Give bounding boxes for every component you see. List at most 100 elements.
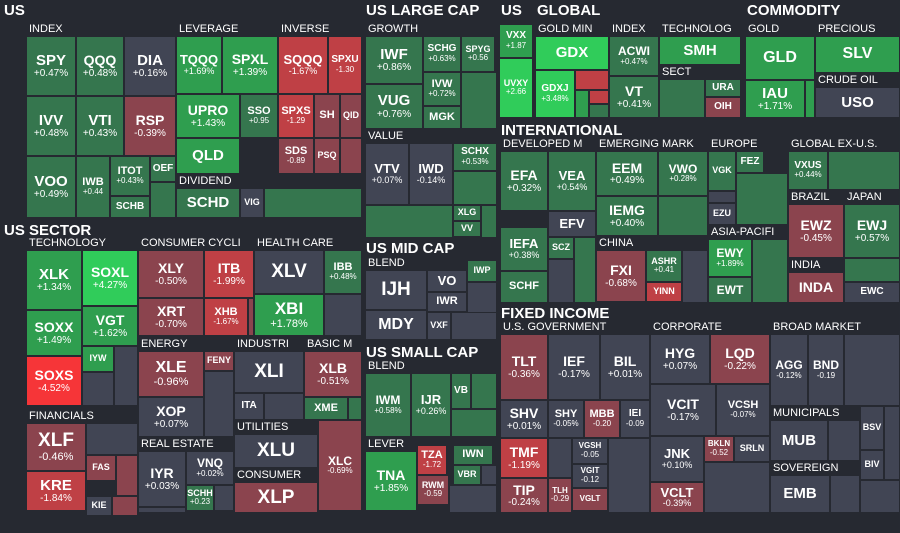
tile-ewt[interactable]: EWT	[708, 277, 752, 303]
tile-vxf[interactable]: VXF	[427, 312, 451, 340]
tile-vwo[interactable]: VWO +0.28%	[658, 151, 708, 196]
tile-jnk[interactable]: JNK +0.10%	[650, 436, 704, 482]
tile-ewj[interactable]: EWJ +0.57%	[844, 204, 900, 258]
tile-iwf[interactable]: IWF +0.86%	[365, 36, 423, 84]
tile-vgit[interactable]: VGIT -0.12	[572, 464, 608, 488]
tile-ibb[interactable]: IBB +0.48%	[324, 250, 362, 294]
tile-iemg[interactable]: IEMG +0.40%	[596, 196, 658, 236]
tile-ief[interactable]: IEF -0.17%	[548, 334, 600, 400]
tile-gdxj[interactable]: GDXJ +3.48%	[535, 70, 575, 118]
tile-psq[interactable]: PSQ	[314, 138, 340, 174]
tile-iyr[interactable]: IYR +0.03%	[138, 451, 186, 507]
tile-emb[interactable]: EMB	[770, 475, 830, 513]
tile-hyg[interactable]: HYG +0.07%	[650, 334, 710, 384]
tile-voo[interactable]: VOO +0.49%	[26, 156, 76, 218]
tile-vea[interactable]: VEA +0.54%	[548, 151, 596, 211]
tile-scz[interactable]: SCZ	[548, 237, 574, 259]
tile-shv[interactable]: SHV +0.01%	[500, 400, 548, 438]
tile-inda[interactable]: INDA	[788, 272, 844, 303]
tile-vig[interactable]: VIG	[240, 188, 264, 218]
tile-mbb[interactable]: MBB -0.20	[584, 400, 620, 438]
tile-xlp[interactable]: XLP	[234, 482, 318, 513]
tile-vt[interactable]: VT +0.41%	[609, 76, 659, 118]
tile-soxs[interactable]: SOXS -4.52%	[26, 356, 82, 406]
tile-dia[interactable]: DIA +0.16%	[124, 36, 176, 96]
tile-xlc[interactable]: XLC -0.69%	[318, 420, 362, 511]
tile-xlv[interactable]: XLV	[254, 250, 324, 294]
tile-spxl[interactable]: SPXL +1.39%	[222, 36, 278, 94]
tile-sh[interactable]: SH	[314, 94, 340, 138]
tile-oih[interactable]: OIH	[705, 97, 741, 118]
tile-bil[interactable]: BIL +0.01%	[600, 334, 650, 400]
tile-ezu[interactable]: EZU	[708, 203, 736, 225]
tile-vo[interactable]: VO	[427, 270, 467, 292]
tile-gdx[interactable]: GDX	[535, 36, 609, 70]
tile-iwr[interactable]: IWR	[427, 292, 467, 312]
tile-ijh[interactable]: IJH	[365, 270, 427, 310]
tile-soxl[interactable]: SOXL +4.27%	[82, 250, 138, 306]
tile-xop[interactable]: XOP +0.07%	[138, 397, 204, 437]
tile-spxs[interactable]: SPXS -1.29	[278, 94, 314, 138]
tile-ivw[interactable]: IVW +0.72%	[423, 72, 461, 106]
tile-tmf[interactable]: TMF -1.19%	[500, 438, 548, 478]
tile-schb[interactable]: SCHB	[110, 196, 150, 218]
tile-tip[interactable]: TIP -0.24%	[500, 478, 548, 513]
tile-ura[interactable]: URA	[705, 79, 741, 97]
tile-xle[interactable]: XLE -0.96%	[138, 351, 204, 397]
tile-schd[interactable]: SCHD	[176, 188, 240, 218]
tile-vv[interactable]: VV	[453, 221, 481, 237]
tile-iyw[interactable]: IYW	[82, 346, 114, 372]
tile-bkln[interactable]: BKLN -0.52	[704, 436, 734, 462]
tile-fez[interactable]: FEZ	[736, 151, 764, 173]
tile-eem[interactable]: EEM +0.49%	[596, 151, 658, 196]
tile-lqd[interactable]: LQD -0.22%	[710, 334, 770, 384]
tile-vug[interactable]: VUG +0.76%	[365, 84, 423, 129]
tile-xlg[interactable]: XLG	[453, 205, 481, 221]
tile-biv[interactable]: BIV	[860, 450, 884, 480]
tile-tza[interactable]: TZA -1.72	[417, 445, 447, 475]
tile-xrt[interactable]: XRT -0.70%	[138, 298, 204, 336]
tile-xlf[interactable]: XLF -0.46%	[26, 423, 86, 471]
tile-xme[interactable]: XME	[304, 397, 348, 420]
tile-iwd[interactable]: IWD -0.14%	[409, 143, 453, 205]
tile-tlh[interactable]: TLH -0.29	[548, 478, 572, 513]
tile-xhb[interactable]: XHB -1.67%	[204, 298, 248, 336]
tile-tna[interactable]: TNA +1.85%	[365, 451, 417, 511]
tile-spyg[interactable]: SPYG +0.56	[461, 36, 495, 72]
tile-spy[interactable]: SPY +0.47%	[26, 36, 76, 96]
tile-ewy[interactable]: EWY +1.89%	[708, 239, 752, 277]
tile-agg[interactable]: AGG -0.12%	[770, 334, 808, 406]
tile-vcsh[interactable]: VCSH -0.07%	[716, 384, 770, 436]
tile-kie[interactable]: KIE	[86, 496, 112, 516]
tile-schg[interactable]: SCHG +0.63%	[423, 36, 461, 72]
tile-gld[interactable]: GLD	[745, 36, 815, 80]
tile-xli[interactable]: XLI	[234, 351, 304, 393]
tile-xly[interactable]: XLY -0.50%	[138, 250, 204, 298]
tile-ita[interactable]: ITA	[234, 393, 264, 420]
tile-rsp[interactable]: RSP -0.39%	[124, 96, 176, 156]
tile-xlk[interactable]: XLK +1.34%	[26, 250, 82, 310]
tile-upro[interactable]: UPRO +1.43%	[176, 94, 240, 138]
tile-fxi[interactable]: FXI -0.68%	[596, 250, 646, 302]
tile-vbr[interactable]: VBR	[453, 465, 481, 485]
tile-iwn[interactable]: IWN	[453, 445, 493, 465]
tile-rwm[interactable]: RWM -0.59	[417, 475, 449, 505]
tile-ewz[interactable]: EWZ -0.45%	[788, 204, 844, 258]
tile-iwm[interactable]: IWM +0.58%	[365, 373, 411, 437]
tile-iefa[interactable]: IEFA +0.38%	[500, 227, 548, 271]
tile-mdy[interactable]: MDY	[365, 310, 427, 340]
tile-iei[interactable]: IEI -0.09	[620, 400, 650, 438]
tile-shy[interactable]: SHY -0.05%	[548, 400, 584, 438]
tile-schx[interactable]: SCHX +0.53%	[453, 143, 497, 171]
tile-vnq[interactable]: VNQ +0.02%	[186, 451, 234, 485]
tile-itb[interactable]: ITB -1.99%	[204, 250, 254, 298]
tile-bsv[interactable]: BSV	[860, 406, 884, 450]
tile-iwp[interactable]: IWP	[467, 260, 497, 282]
tile-ijr[interactable]: IJR +0.26%	[411, 373, 451, 437]
tile-acwi[interactable]: ACWI +0.47%	[609, 36, 659, 76]
tile-xbi[interactable]: XBI +1.78%	[254, 294, 324, 336]
tile-vti[interactable]: VTI +0.43%	[76, 96, 124, 156]
tile-oef[interactable]: OEF	[150, 156, 176, 182]
tile-vxus[interactable]: VXUS +0.44%	[788, 151, 828, 190]
tile-fas[interactable]: FAS	[86, 455, 116, 481]
